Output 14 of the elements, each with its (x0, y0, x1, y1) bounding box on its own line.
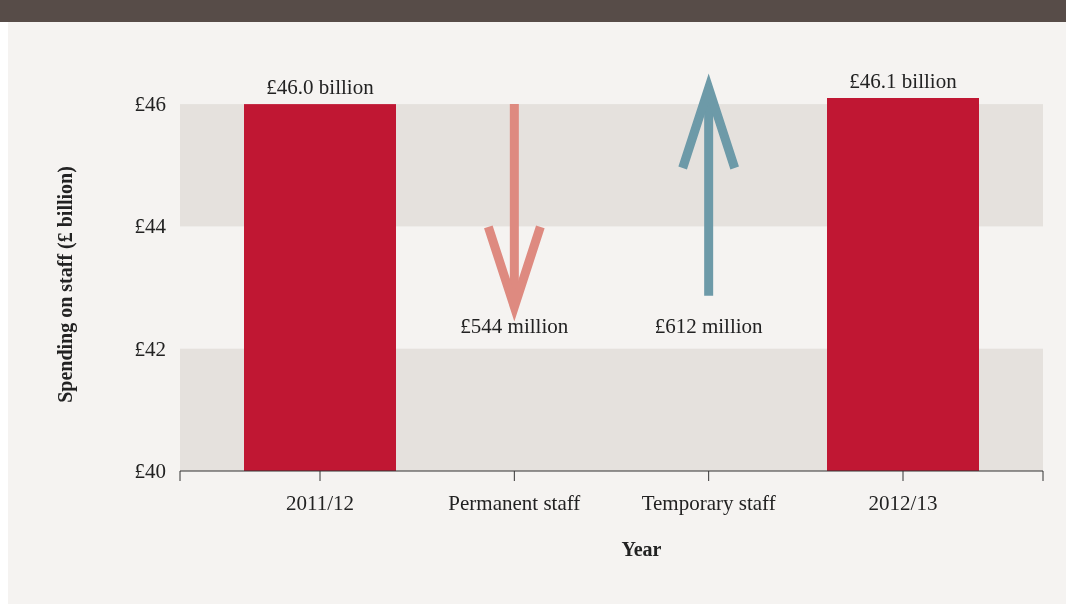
x-tick-label: Permanent staff (448, 491, 581, 515)
x-tick-label: Temporary staff (641, 491, 776, 515)
x-axis-title: Year (621, 538, 662, 560)
y-axis-title: Spending on staff (£ billion) (54, 166, 77, 403)
data-label: £46.1 billion (849, 69, 958, 93)
data-label: £46.0 billion (266, 75, 375, 100)
y-tick-label: £40 (134, 459, 166, 483)
y-tick-label: £46 (134, 92, 166, 117)
x-tick-label: 2011/12 (285, 491, 355, 515)
annotation: £612 million (654, 313, 764, 338)
x-tick-label: 2012/13 (868, 491, 938, 515)
annotation: £544 million (460, 313, 569, 338)
y-tick-label: £42 (134, 336, 166, 361)
y-tick-label: £44 (134, 214, 167, 239)
